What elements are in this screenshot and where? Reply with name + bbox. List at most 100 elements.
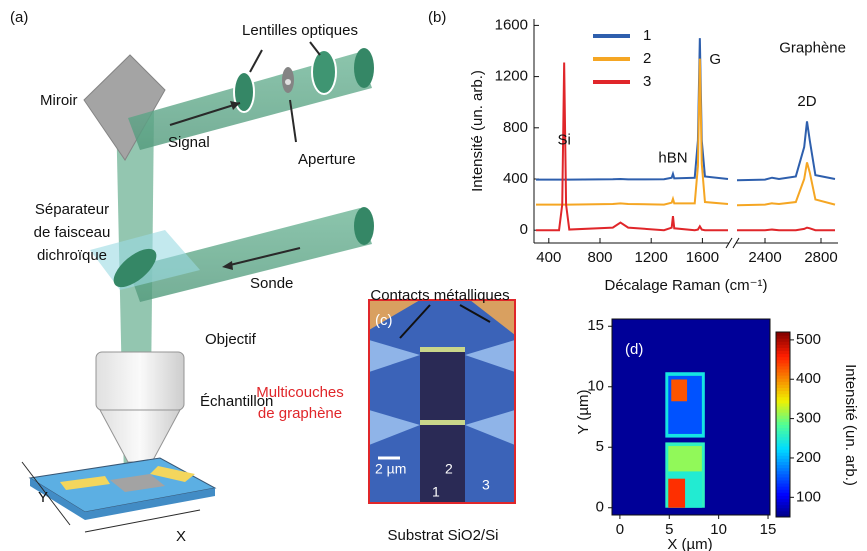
colorbar-step: [776, 387, 790, 392]
plot-frame: [611, 318, 771, 516]
colorbar-tick-label: 300: [796, 410, 821, 427]
label: Contacts métalliques: [370, 287, 509, 304]
optical-setup: [21, 41, 374, 533]
x-axis-label: Décalage Raman (cm⁻¹): [605, 277, 768, 294]
colorbar-step: [776, 498, 790, 503]
x-tick-label: 2800: [804, 249, 837, 266]
colorbar-step: [776, 362, 790, 367]
colorbar-step: [776, 495, 790, 499]
colorbar-step: [776, 464, 790, 469]
spectrum-line: [536, 62, 728, 232]
colorbar-step: [776, 365, 790, 370]
x-axis-label: X (µm): [667, 536, 712, 551]
colorbar-step: [776, 409, 790, 413]
colorbar-step: [776, 418, 790, 422]
spectrum-line: [536, 38, 729, 181]
label: 1: [432, 484, 440, 500]
colorbar-step: [776, 399, 790, 404]
colorbar-step: [776, 353, 790, 358]
label: Objectif: [205, 331, 257, 348]
colorbar-step: [776, 439, 790, 444]
label: Lentilles optiques: [242, 22, 358, 39]
spectrum-line: [737, 226, 835, 232]
colorbar-step: [776, 476, 790, 481]
label: Sonde: [250, 275, 293, 292]
y-tick-label: 0: [596, 499, 604, 516]
label: X: [176, 528, 186, 545]
colorbar-step: [776, 402, 790, 407]
colorbar-step: [776, 430, 790, 435]
colorbar-step: [776, 443, 790, 447]
annotation: Graphène: [779, 39, 846, 56]
colorbar-step: [776, 393, 790, 398]
colorbar-step: [776, 381, 790, 385]
colorbar-step: [776, 455, 790, 459]
axis-break: [725, 237, 733, 249]
colorbar-tick-label: 400: [796, 370, 821, 387]
scale-bar: 2 µm: [375, 461, 406, 477]
annotation: G: [709, 51, 721, 68]
y-axis-label: Intensité (un. arb.): [469, 70, 486, 192]
colorbar-step: [776, 406, 790, 410]
heatmap-region: [668, 478, 686, 508]
colorbar-step: [776, 412, 790, 416]
colorbar-step: [776, 356, 790, 361]
colorbar-step: [776, 446, 790, 450]
colorbar-step: [776, 421, 790, 425]
colorbar-step: [776, 384, 790, 388]
colorbar-step: [776, 344, 790, 348]
annotation: Si: [557, 132, 570, 149]
x-tick-label: 800: [587, 249, 612, 266]
colorbar-step: [776, 452, 790, 456]
y-tick-label: 400: [503, 170, 528, 187]
heatmap-region: [671, 379, 688, 402]
colorbar-frame: [775, 331, 791, 518]
colorbar-step: [776, 424, 790, 429]
colorbar-step: [776, 396, 790, 401]
x-tick-label: 10: [710, 521, 727, 538]
colorbar-step: [776, 486, 790, 490]
colorbar-step: [776, 513, 790, 518]
y-tick-label: 10: [587, 378, 604, 395]
colorbar-tick-label: 100: [796, 488, 821, 505]
label: de graphène: [258, 405, 342, 422]
label: Substrat SiO2/Si: [388, 527, 499, 544]
panel-label: (b): [428, 9, 446, 26]
colorbar-step: [776, 369, 790, 373]
colorbar-step: [776, 347, 790, 351]
colorbar-step: [776, 341, 790, 345]
x-tick-label: 2400: [748, 249, 781, 266]
colorbar-step: [776, 433, 790, 438]
colorbar-step: [776, 390, 790, 395]
panel-label: (a): [10, 9, 28, 26]
colorbar-step: [776, 470, 790, 475]
colorbar-step: [776, 375, 790, 379]
colorbar-step: [776, 372, 790, 376]
colorbar-step: [776, 473, 790, 478]
y-tick-label: 15: [587, 317, 604, 334]
colorbar-step: [776, 378, 790, 382]
y-tick-label: 1600: [495, 16, 528, 33]
x-tick-label: 1600: [686, 249, 719, 266]
label: Aperture: [298, 151, 356, 168]
annotation: 2D: [797, 93, 816, 110]
colorbar-step: [776, 427, 790, 432]
panel-label: (d): [625, 341, 643, 358]
y-tick-label: 5: [596, 438, 604, 455]
y-tick-label: 800: [503, 119, 528, 136]
colorbar-step: [776, 489, 790, 493]
label: de faisceau: [34, 224, 111, 241]
x-tick-label: 1200: [635, 249, 668, 266]
x-tick-label: 0: [616, 521, 624, 538]
colorbar-step: [776, 483, 790, 487]
colorbar-step: [776, 458, 790, 462]
colorbar-tick-label: 200: [796, 449, 821, 466]
label: Miroir: [40, 92, 78, 109]
legend-label: 1: [643, 27, 651, 44]
spectrum-line: [736, 121, 836, 182]
colorbar-step: [776, 501, 790, 506]
spectrum-line: [536, 58, 729, 206]
colorbar-step: [776, 415, 790, 419]
x-tick-label: 400: [536, 249, 561, 266]
